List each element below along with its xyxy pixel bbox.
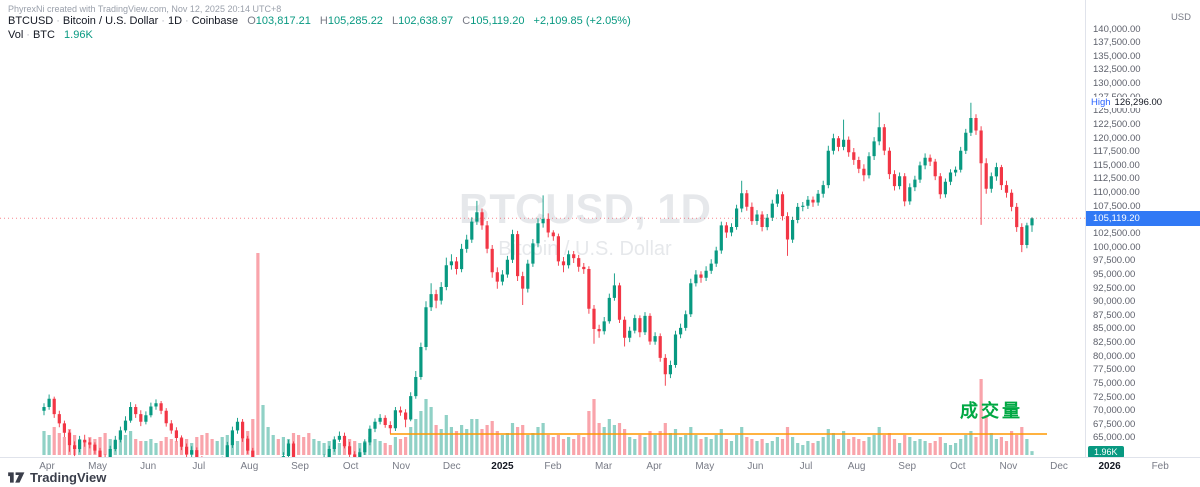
candlestick-chart[interactable] (0, 0, 1085, 457)
time-axis-label: Sep (898, 461, 917, 472)
time-axis-label: Nov (999, 461, 1018, 472)
price-axis-label: 135,000.00 (1093, 50, 1141, 62)
time-axis-label: Sep (291, 461, 309, 472)
price-axis-label: 115,000.00 (1093, 159, 1140, 171)
high-marker: High 126,296.00 (1089, 96, 1165, 108)
time-axis-label: May (695, 461, 715, 472)
close-value: 105,119.20 (470, 15, 525, 27)
time-axis-label: Oct (950, 461, 966, 472)
time-axis-label: Aug (847, 461, 866, 472)
time-axis-label: Jun (140, 461, 157, 472)
price-axis-label: 82,500.00 (1093, 337, 1136, 349)
time-axis-label: Dec (442, 461, 461, 472)
price-axis-label: 87,500.00 (1093, 309, 1136, 321)
high-value: 105,285.22 (327, 15, 383, 27)
time-axis-label: Oct (342, 461, 359, 472)
price-axis-label: 122,500.00 (1093, 118, 1141, 130)
price-axis-label: 95,000.00 (1093, 268, 1136, 280)
separator: · (56, 15, 60, 27)
volume-annotation-text[interactable]: 成交量 (960, 401, 1023, 421)
low-label: L (392, 15, 399, 27)
price-axis[interactable]: USD High 126,296.00 105,119.20 1.96K 140,… (1085, 0, 1200, 458)
interval-label[interactable]: 1D (167, 15, 183, 27)
low-value: 102,638.97 (398, 15, 454, 27)
price-axis-label: 120,000.00 (1093, 132, 1141, 144)
candle-bodies-down (52, 118, 1024, 457)
symbol-name: Bitcoin / U.S. Dollar (62, 15, 159, 27)
separator: · (185, 15, 189, 27)
separator: · (26, 29, 30, 41)
price-axis-label: 132,500.00 (1093, 64, 1141, 76)
time-axis-label: Nov (392, 461, 411, 472)
price-axis-label: 85,000.00 (1093, 323, 1136, 335)
price-axis-label: 110,000.00 (1093, 187, 1140, 199)
price-axis-label: 100,000.00 (1093, 241, 1141, 253)
volume-label: Vol (8, 29, 24, 41)
price-axis-label: 117,500.00 (1093, 146, 1140, 158)
high-marker-label: High (1091, 96, 1111, 108)
time-axis[interactable]: Apr May Jun Jul Aug Sep Oct Nov Dec 2025 Feb Mar Apr… (0, 457, 1200, 487)
time-axis-label: Apr (646, 461, 662, 472)
price-axis-label: 80,000.00 (1093, 350, 1136, 362)
price-axis-label: 97,500.00 (1093, 255, 1136, 267)
last-price-badge: 105,119.20 (1086, 211, 1200, 227)
time-axis-label: Feb (544, 461, 562, 472)
time-axis-label: Jul (192, 461, 206, 472)
price-axis-label: 92,500.00 (1093, 282, 1136, 294)
candle-wicks-down (53, 114, 1023, 457)
time-axis-label: May (88, 461, 108, 472)
time-axis-label: Dec (1050, 461, 1068, 472)
exchange-label: Coinbase (191, 15, 239, 27)
tradingview-logo-icon (8, 472, 25, 483)
price-axis-label: 75,000.00 (1093, 377, 1136, 389)
volume-axis-badge: 1.96K (1088, 446, 1124, 458)
legend-volume-row[interactable]: Vol · BTC 1.96K (8, 29, 631, 41)
time-axis-label: Jul (799, 461, 813, 472)
currency-label: USD (1170, 12, 1191, 23)
price-axis-label: 90,000.00 (1093, 296, 1136, 308)
candle-bodies-up (42, 118, 1034, 457)
open-label: O (247, 15, 256, 27)
legend: BTCUSD · Bitcoin / U.S. Dollar · 1D · Coinbase… (8, 15, 631, 41)
high-label: H (319, 15, 328, 27)
open-value: 103,817.21 (255, 15, 311, 27)
tradingview-logo[interactable]: TradingView (8, 470, 106, 485)
price-axis-label: 112,500.00 (1093, 173, 1140, 185)
high-marker-value: 126,296.00 (1114, 96, 1163, 108)
price-axis-label: 72,500.00 (1093, 391, 1136, 403)
symbol-ticker[interactable]: BTCUSD (8, 15, 54, 27)
time-axis-label: Jun (747, 461, 764, 472)
price-axis-label: 102,500.00 (1093, 227, 1141, 239)
price-axis-label: 67,500.00 (1093, 418, 1136, 430)
volume-bars-up (42, 399, 1034, 455)
price-axis-label: 77,500.00 (1093, 364, 1136, 376)
time-axis-label: Mar (594, 461, 613, 472)
close-label: C (462, 15, 471, 27)
price-axis-label: 140,000.00 (1093, 23, 1141, 35)
price-axis-label: 107,500.00 (1093, 200, 1141, 212)
time-axis-label: 2025 (491, 461, 514, 472)
change-value: +2,109.85 (+2.05%) (533, 15, 631, 27)
attribution-text: PhyrexNi created with TradingView.com, N… (8, 4, 282, 14)
volume-value: 1.96K (64, 29, 93, 41)
time-axis-label: 2026 (1098, 461, 1121, 472)
volume-bars-down (52, 253, 1024, 455)
candle-wicks-up (43, 102, 1033, 457)
price-axis-label: 125,000.00 (1093, 105, 1141, 117)
price-axis-label: 70,000.00 (1093, 405, 1136, 417)
time-axis-label: Aug (240, 461, 259, 472)
separator: · (161, 15, 165, 27)
legend-symbol-row[interactable]: BTCUSD · Bitcoin / U.S. Dollar · 1D · Coinbase… (8, 15, 631, 27)
volume-unit: BTC (32, 29, 55, 41)
price-axis-label: 130,000.00 (1093, 78, 1141, 90)
time-axis-label: Feb (1151, 461, 1169, 472)
price-axis-label: 137,500.00 (1093, 37, 1141, 49)
price-axis-label: 65,000.00 (1093, 432, 1136, 444)
brand-name: TradingView (30, 470, 107, 485)
time-axis-label: Apr (39, 461, 55, 472)
